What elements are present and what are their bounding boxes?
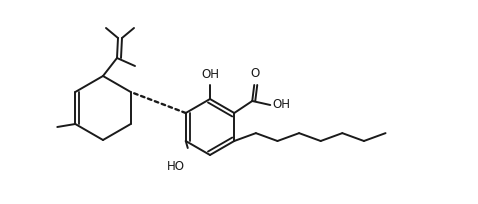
Text: OH: OH — [201, 68, 219, 81]
Text: O: O — [250, 67, 260, 80]
Text: OH: OH — [272, 99, 290, 112]
Text: HO: HO — [167, 160, 185, 173]
